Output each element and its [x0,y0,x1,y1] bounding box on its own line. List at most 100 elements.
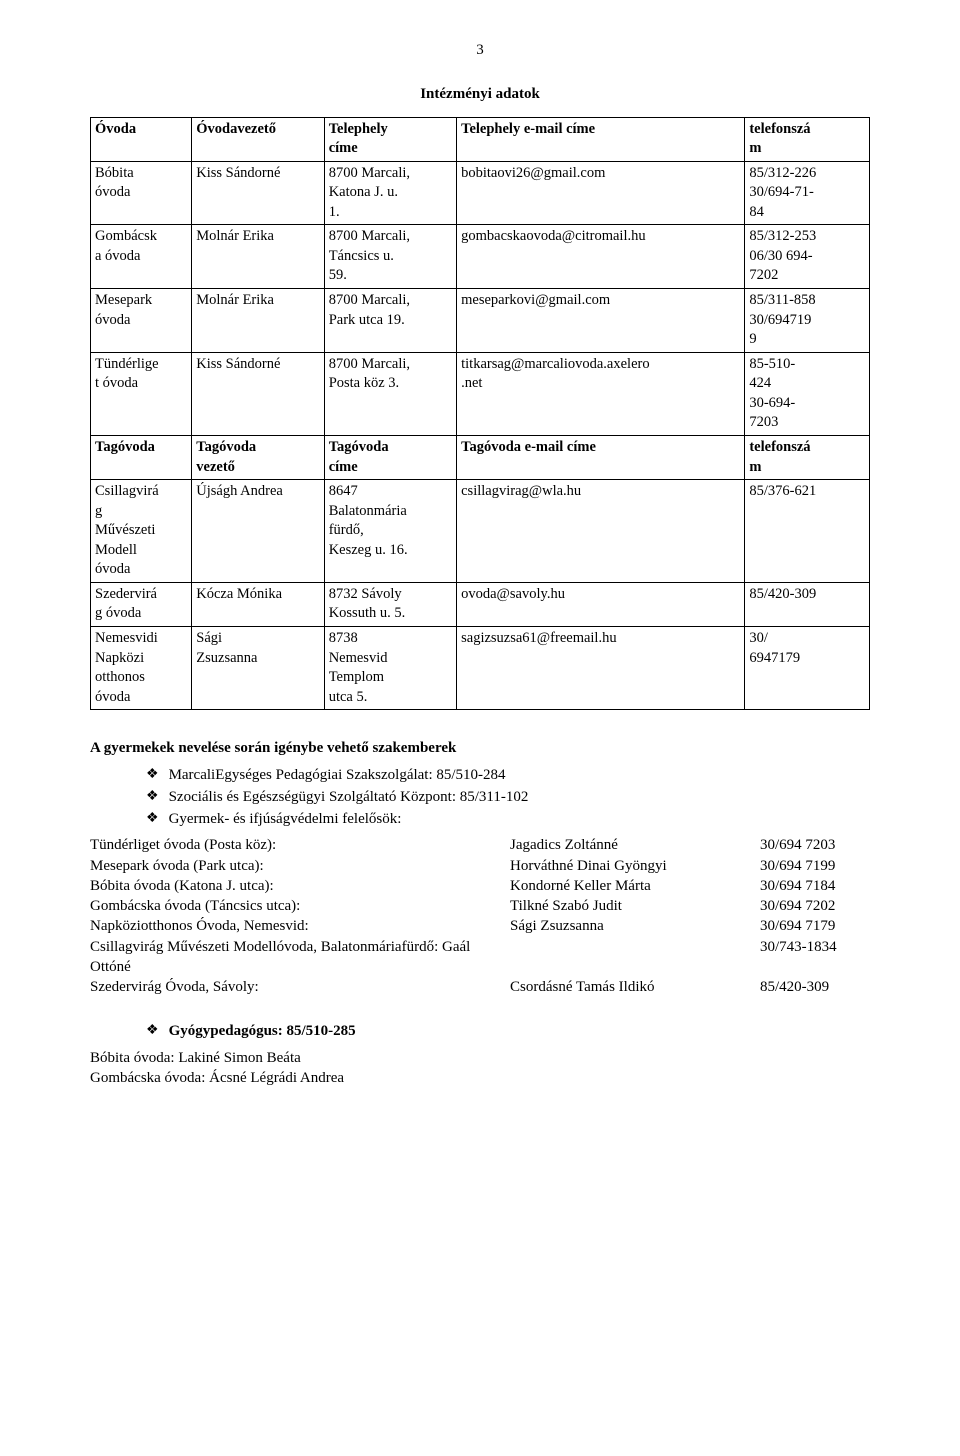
gyogy-heading: Gyógypedagógus: 85/510-285 [169,1021,356,1041]
list-item-text: Szociális és Egészségügyi Szolgáltató Kö… [169,787,529,807]
table-header-row: ÓvodaÓvodavezetőTelephelycímeTelephely e… [91,117,870,161]
contact-right: 30/694 7203 [760,835,870,855]
contact-row: Gombácska óvoda (Táncsics utca):Tilkné S… [90,896,870,916]
table-cell: Tündérliget óvoda [91,352,192,435]
table-cell: 85-510-42430-694-7203 [745,352,870,435]
table-cell: 85/311-85830/6947199 [745,289,870,353]
table-row: Tündérliget óvodaKiss Sándorné8700 Marca… [91,352,870,435]
contact-right: 30/694 7202 [760,896,870,916]
spacer [90,997,870,1015]
table-cell: Gombácska óvoda [91,225,192,289]
contact-mid: Horváthné Dinai Gyöngyi [510,856,760,876]
contact-row: Szedervirág Óvoda, Sávoly:Csordásné Tamá… [90,977,870,997]
table-cell: 8700 Marcali,Táncsics u.59. [324,225,456,289]
table-cell: 8647Balatonmáriafürdő,Keszeg u. 16. [324,480,456,583]
table-cell: Újságh Andrea [192,480,324,583]
table-row: Szedervirág óvodaKócza Mónika8732 Sávoly… [91,582,870,626]
table-cell: sagizsuzsa61@freemail.hu [457,627,745,710]
table-cell: 85/312-22630/694-71-84 [745,161,870,225]
table-cell: Kiss Sándorné [192,161,324,225]
table-cell: 8738NemesvidTemplomutca 5. [324,627,456,710]
table-cell: Molnár Erika [192,289,324,353]
table-cell: Szedervirág óvoda [91,582,192,626]
table-header-cell: Tagóvodavezető [192,435,324,479]
contact-mid: Jagadics Zoltánné [510,835,760,855]
table-cell: 85/312-25306/30 694-7202 [745,225,870,289]
table-header-cell: Óvodavezető [192,117,324,161]
table-row: NemesvidiNapköziotthonosóvodaSágiZsuzsan… [91,627,870,710]
table-header-cell: Tagóvoda [91,435,192,479]
contact-row: Mesepark óvoda (Park utca):Horváthné Din… [90,856,870,876]
table-cell: CsillagvirágMűvészetiModellóvoda [91,480,192,583]
gyogy-line: Bóbita óvoda: Lakiné Simon Beáta [90,1048,870,1068]
contact-left: Bóbita óvoda (Katona J. utca): [90,876,510,896]
list-item: ❖ Gyógypedagógus: 85/510-285 [146,1021,870,1041]
contact-right: 30/743-1834 [760,937,870,978]
table-cell: 85/376-621 [745,480,870,583]
spacer [90,710,870,738]
gyogy-block: ❖ Gyógypedagógus: 85/510-285 [90,1021,870,1041]
contact-right: 30/694 7184 [760,876,870,896]
table-header-cell: Tagóvoda e-mail címe [457,435,745,479]
list-item: ❖ MarcaliEgységes Pedagógiai Szakszolgála… [146,765,870,785]
table-row: Gombácska óvodaMolnár Erika8700 Marcali,… [91,225,870,289]
contact-mid: Kondorné Keller Márta [510,876,760,896]
diamond-icon: ❖ [146,1021,159,1041]
contact-mid: Csordásné Tamás Ildikó [510,977,760,997]
contact-row: Csillagvirág Művészeti Modellóvoda, Bala… [90,937,870,978]
table-header-cell: telefonszám [745,435,870,479]
contact-mid [510,937,760,978]
contact-left: Tündérliget óvoda (Posta köz): [90,835,510,855]
table-cell: 8732 SávolyKossuth u. 5. [324,582,456,626]
document-page: 3 Intézményi adatok ÓvodaÓvodavezetőTele… [0,0,960,1148]
institution-table: ÓvodaÓvodavezetőTelephelycímeTelephely e… [90,117,870,711]
contact-row: Napköziotthonos Óvoda, Nemesvid:Sági Zsu… [90,916,870,936]
contact-right: 30/694 7199 [760,856,870,876]
contact-mid: Tilkné Szabó Judit [510,896,760,916]
contact-row: Tündérliget óvoda (Posta köz):Jagadics Z… [90,835,870,855]
table-header-row: TagóvodaTagóvodavezetőTagóvodacímeTagóvo… [91,435,870,479]
table-row: CsillagvirágMűvészetiModellóvodaÚjságh A… [91,480,870,583]
list-item-text: MarcaliEgységes Pedagógiai Szakszolgálat… [169,765,506,785]
table-header-cell: telefonszám [745,117,870,161]
specialists-list: ❖ MarcaliEgységes Pedagógiai Szakszolgála… [90,765,870,830]
table-header-cell: Tagóvodacíme [324,435,456,479]
table-cell: ovoda@savoly.hu [457,582,745,626]
contact-right: 30/694 7179 [760,916,870,936]
table-cell: csillagvirag@wla.hu [457,480,745,583]
table-header-cell: Telephelycíme [324,117,456,161]
gyogy-lines: Bóbita óvoda: Lakiné Simon BeátaGombácsk… [90,1048,870,1089]
table-header-cell: Óvoda [91,117,192,161]
contact-left: Csillagvirág Művészeti Modellóvoda, Bala… [90,937,510,978]
list-item: ❖ Szociális és Egészségügyi Szolgáltató K… [146,787,870,807]
table-cell: NemesvidiNapköziotthonosóvoda [91,627,192,710]
contact-left: Szedervirág Óvoda, Sávoly: [90,977,510,997]
doc-title: Intézményi adatok [90,84,870,104]
diamond-icon: ❖ [146,787,159,807]
table-cell: 8700 Marcali,Park utca 19. [324,289,456,353]
table-cell: 8700 Marcali,Katona J. u.1. [324,161,456,225]
contact-row: Bóbita óvoda (Katona J. utca):Kondorné K… [90,876,870,896]
diamond-icon: ❖ [146,765,159,785]
contacts-block: Tündérliget óvoda (Posta köz):Jagadics Z… [90,835,870,997]
table-cell: Bóbitaóvoda [91,161,192,225]
table-cell: 8700 Marcali,Posta köz 3. [324,352,456,435]
table-row: BóbitaóvodaKiss Sándorné8700 Marcali,Kat… [91,161,870,225]
table-cell: Kócza Mónika [192,582,324,626]
gyogy-line: Gombácska óvoda: Ácsné Légrádi Andrea [90,1068,870,1088]
table-row: MeseparkóvodaMolnár Erika8700 Marcali,Pa… [91,289,870,353]
table-header-cell: Telephely e-mail címe [457,117,745,161]
table-cell: bobitaovi26@gmail.com [457,161,745,225]
table-cell: Kiss Sándorné [192,352,324,435]
list-item: ❖Gyermek- és ifjúságvédelmi felelősök: [146,809,870,829]
table-cell: 30/6947179 [745,627,870,710]
contact-mid: Sági Zsuzsanna [510,916,760,936]
contact-left: Mesepark óvoda (Park utca): [90,856,510,876]
list-item-text: Gyermek- és ifjúságvédelmi felelősök: [169,809,402,829]
contact-left: Napköziotthonos Óvoda, Nemesvid: [90,916,510,936]
table-cell: 85/420-309 [745,582,870,626]
page-number: 3 [90,40,870,60]
table-cell: meseparkovi@gmail.com [457,289,745,353]
table-cell: Molnár Erika [192,225,324,289]
specialists-heading: A gyermekek nevelése során igénybe vehet… [90,738,870,758]
